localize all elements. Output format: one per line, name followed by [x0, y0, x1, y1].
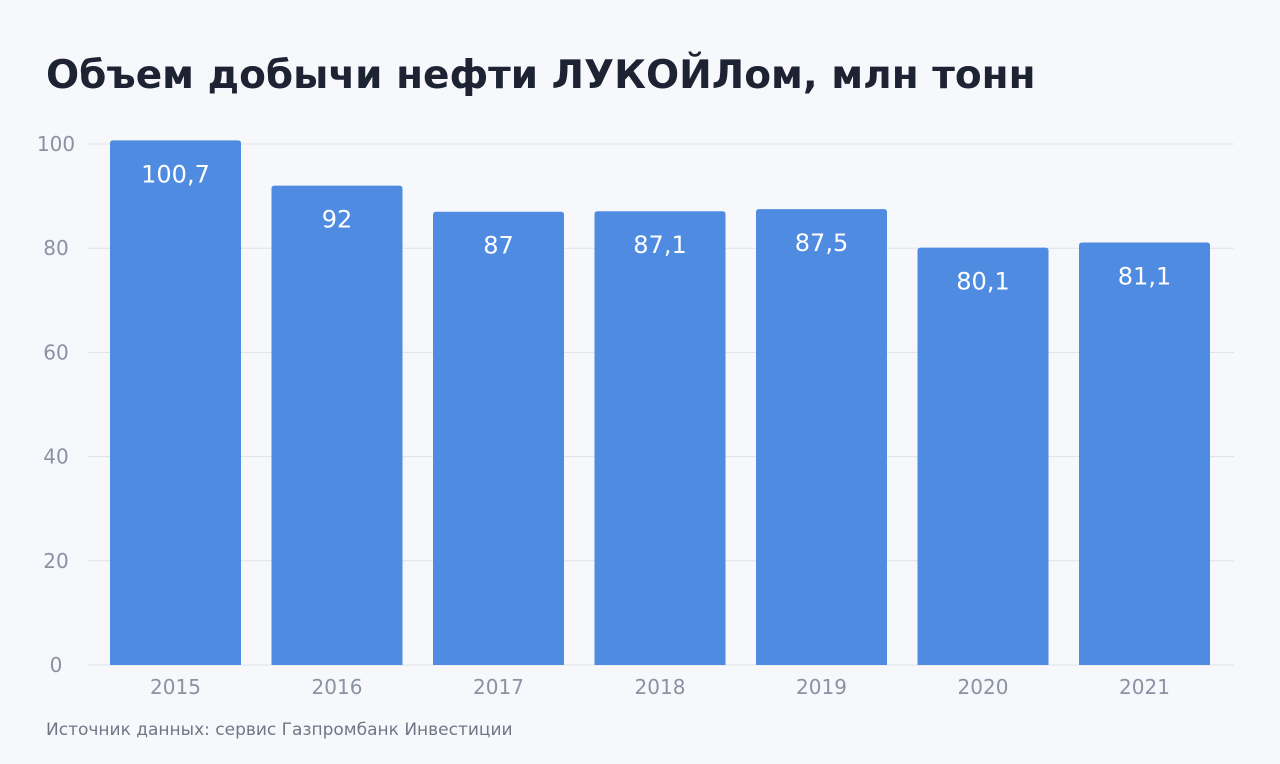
y-axis-ticks: 0 20 40 60 80 100 [37, 132, 75, 677]
bar-2015 [110, 140, 241, 665]
y-tick-label-100: 100 [37, 132, 75, 156]
data-label-2021: 81,1 [1118, 262, 1171, 290]
data-labels: 100,7 92 87 87,1 87,5 80,1 81,1 [141, 160, 1171, 295]
source-note: Источник данных: сервис Газпромбанк Инве… [46, 720, 513, 740]
data-label-2016: 92 [322, 206, 353, 234]
x-tick-label-2019: 2019 [796, 675, 847, 699]
bar-2018 [594, 211, 726, 666]
bar-2021 [1079, 242, 1210, 665]
y-tick-label-0: 0 [50, 653, 63, 677]
x-tick-label-2018: 2018 [635, 675, 686, 699]
bar-2020 [917, 247, 1049, 665]
data-label-2020: 80,1 [956, 268, 1009, 296]
data-label-2015: 100,7 [141, 160, 210, 188]
y-tick-label-60: 60 [43, 340, 68, 364]
x-tick-label-2021: 2021 [1119, 675, 1170, 699]
x-tick-label-2020: 2020 [958, 675, 1009, 699]
bar-2017 [433, 211, 564, 666]
y-tick-label-80: 80 [43, 236, 68, 260]
data-label-2017: 87 [483, 232, 514, 260]
x-tick-label-2016: 2016 [312, 675, 363, 699]
data-label-2019: 87,5 [795, 229, 848, 257]
bar-2016 [271, 185, 403, 665]
bars [110, 140, 1210, 666]
data-label-2018: 87,1 [633, 231, 686, 259]
bar-2019 [756, 209, 887, 665]
y-tick-label-20: 20 [43, 549, 68, 573]
x-axis-ticks: 2015 2016 2017 2018 2019 2020 2021 [150, 675, 1170, 699]
y-tick-label-40: 40 [43, 445, 68, 469]
x-tick-label-2015: 2015 [150, 675, 201, 699]
x-tick-label-2017: 2017 [473, 675, 524, 699]
chart-title: Объем добычи нефти ЛУКОЙЛом, млн тонн [46, 53, 1036, 98]
